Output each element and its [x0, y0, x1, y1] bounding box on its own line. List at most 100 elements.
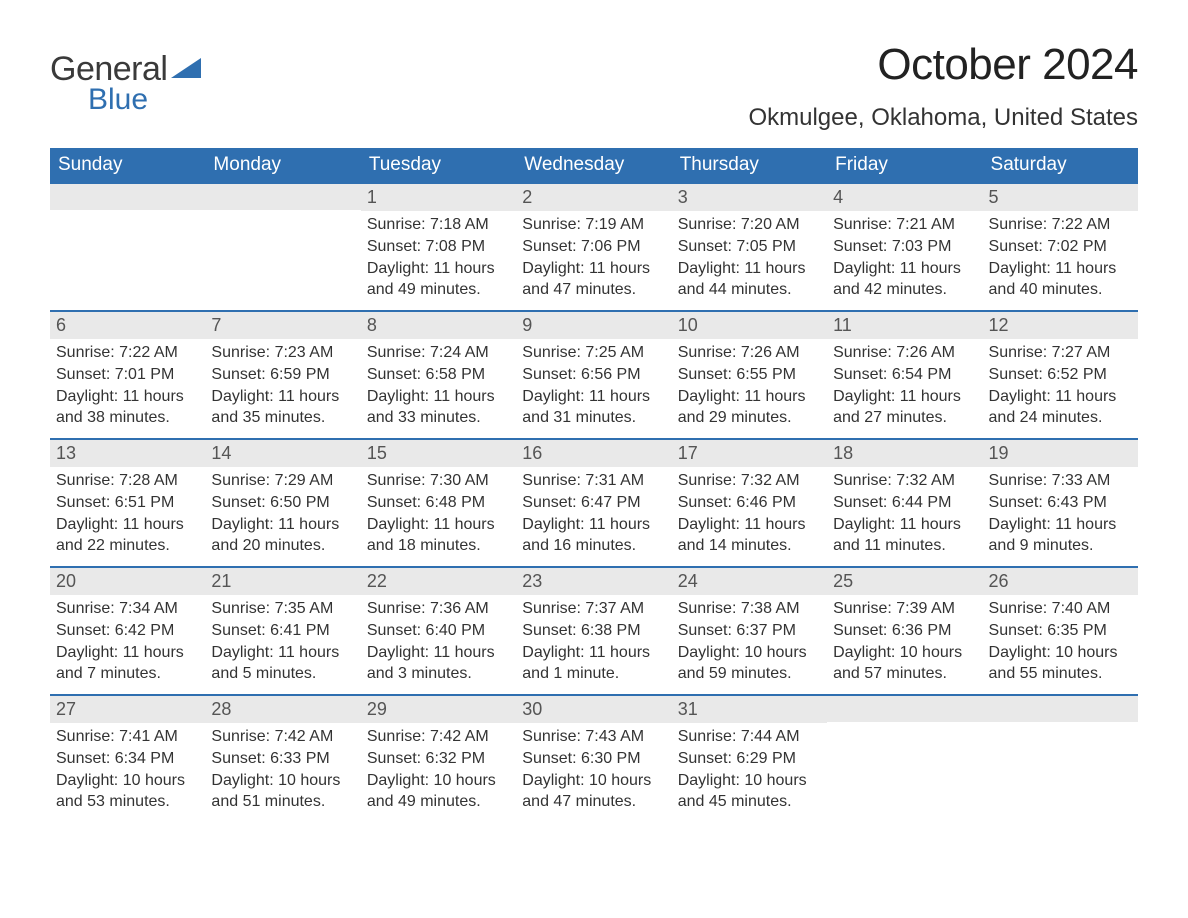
day-details: Sunrise: 7:19 AMSunset: 7:06 PMDaylight:…: [516, 211, 671, 302]
sunrise-line: Sunrise: 7:26 AM: [678, 342, 821, 364]
daylight-line-1: Daylight: 10 hours: [56, 770, 199, 792]
calendar-day-cell: 22Sunrise: 7:36 AMSunset: 6:40 PMDayligh…: [361, 567, 516, 695]
day-number: 15: [361, 440, 516, 467]
sunset-line: Sunset: 6:33 PM: [211, 748, 354, 770]
daylight-line-2: and 35 minutes.: [211, 407, 354, 429]
calendar-day-cell: 25Sunrise: 7:39 AMSunset: 6:36 PMDayligh…: [827, 567, 982, 695]
day-details: Sunrise: 7:42 AMSunset: 6:33 PMDaylight:…: [205, 723, 360, 814]
day-number: 25: [827, 568, 982, 595]
daylight-line-1: Daylight: 11 hours: [522, 386, 665, 408]
sunrise-line: Sunrise: 7:19 AM: [522, 214, 665, 236]
day-details: Sunrise: 7:40 AMSunset: 6:35 PMDaylight:…: [983, 595, 1138, 686]
day-number: 20: [50, 568, 205, 595]
calendar-week-row: 20Sunrise: 7:34 AMSunset: 6:42 PMDayligh…: [50, 567, 1138, 695]
day-number: 27: [50, 696, 205, 723]
day-number: 18: [827, 440, 982, 467]
calendar-day-cell: 27Sunrise: 7:41 AMSunset: 6:34 PMDayligh…: [50, 695, 205, 815]
daylight-line-1: Daylight: 11 hours: [367, 386, 510, 408]
daylight-line-1: Daylight: 11 hours: [678, 514, 821, 536]
empty-day-number-strip: [205, 184, 360, 210]
day-details: Sunrise: 7:26 AMSunset: 6:54 PMDaylight:…: [827, 339, 982, 430]
daylight-line-1: Daylight: 11 hours: [56, 386, 199, 408]
daylight-line-2: and 49 minutes.: [367, 279, 510, 301]
sunrise-line: Sunrise: 7:20 AM: [678, 214, 821, 236]
daylight-line-1: Daylight: 11 hours: [211, 386, 354, 408]
daylight-line-2: and 24 minutes.: [989, 407, 1132, 429]
calendar-day-cell: 20Sunrise: 7:34 AMSunset: 6:42 PMDayligh…: [50, 567, 205, 695]
day-details: Sunrise: 7:18 AMSunset: 7:08 PMDaylight:…: [361, 211, 516, 302]
day-details: Sunrise: 7:28 AMSunset: 6:51 PMDaylight:…: [50, 467, 205, 558]
daylight-line-1: Daylight: 10 hours: [211, 770, 354, 792]
sunrise-line: Sunrise: 7:39 AM: [833, 598, 976, 620]
weekday-header-row: SundayMondayTuesdayWednesdayThursdayFrid…: [50, 148, 1138, 183]
daylight-line-2: and 33 minutes.: [367, 407, 510, 429]
day-details: Sunrise: 7:34 AMSunset: 6:42 PMDaylight:…: [50, 595, 205, 686]
daylight-line-2: and 22 minutes.: [56, 535, 199, 557]
day-number: 7: [205, 312, 360, 339]
sunrise-line: Sunrise: 7:42 AM: [367, 726, 510, 748]
daylight-line-1: Daylight: 10 hours: [522, 770, 665, 792]
sunrise-line: Sunrise: 7:27 AM: [989, 342, 1132, 364]
day-number: 12: [983, 312, 1138, 339]
page-header: General Blue October 2024 Okmulgee, Okla…: [50, 40, 1138, 142]
day-details: Sunrise: 7:37 AMSunset: 6:38 PMDaylight:…: [516, 595, 671, 686]
calendar-day-cell: 8Sunrise: 7:24 AMSunset: 6:58 PMDaylight…: [361, 311, 516, 439]
sunset-line: Sunset: 6:32 PM: [367, 748, 510, 770]
sunset-line: Sunset: 6:38 PM: [522, 620, 665, 642]
day-number: 28: [205, 696, 360, 723]
sunset-line: Sunset: 6:56 PM: [522, 364, 665, 386]
location-line: Okmulgee, Oklahoma, United States: [748, 104, 1138, 132]
calendar-day-cell: 31Sunrise: 7:44 AMSunset: 6:29 PMDayligh…: [672, 695, 827, 815]
daylight-line-2: and 7 minutes.: [56, 663, 199, 685]
sunset-line: Sunset: 6:48 PM: [367, 492, 510, 514]
sunrise-line: Sunrise: 7:18 AM: [367, 214, 510, 236]
day-details: Sunrise: 7:36 AMSunset: 6:40 PMDaylight:…: [361, 595, 516, 686]
daylight-line-1: Daylight: 11 hours: [989, 514, 1132, 536]
calendar-day-cell: 3Sunrise: 7:20 AMSunset: 7:05 PMDaylight…: [672, 183, 827, 311]
daylight-line-1: Daylight: 11 hours: [833, 514, 976, 536]
daylight-line-1: Daylight: 11 hours: [989, 258, 1132, 280]
day-details: Sunrise: 7:39 AMSunset: 6:36 PMDaylight:…: [827, 595, 982, 686]
daylight-line-1: Daylight: 11 hours: [211, 514, 354, 536]
calendar-day-cell: 30Sunrise: 7:43 AMSunset: 6:30 PMDayligh…: [516, 695, 671, 815]
calendar-table: SundayMondayTuesdayWednesdayThursdayFrid…: [50, 148, 1138, 815]
day-number: 14: [205, 440, 360, 467]
calendar-week-row: 27Sunrise: 7:41 AMSunset: 6:34 PMDayligh…: [50, 695, 1138, 815]
sunrise-line: Sunrise: 7:31 AM: [522, 470, 665, 492]
day-number: 5: [983, 184, 1138, 211]
day-number: 30: [516, 696, 671, 723]
daylight-line-1: Daylight: 11 hours: [833, 258, 976, 280]
sunset-line: Sunset: 6:36 PM: [833, 620, 976, 642]
daylight-line-2: and 55 minutes.: [989, 663, 1132, 685]
sunset-line: Sunset: 6:42 PM: [56, 620, 199, 642]
day-number: 22: [361, 568, 516, 595]
calendar-day-cell: 17Sunrise: 7:32 AMSunset: 6:46 PMDayligh…: [672, 439, 827, 567]
sunrise-line: Sunrise: 7:34 AM: [56, 598, 199, 620]
calendar-day-cell: 6Sunrise: 7:22 AMSunset: 7:01 PMDaylight…: [50, 311, 205, 439]
day-number: 3: [672, 184, 827, 211]
calendar-day-cell: 16Sunrise: 7:31 AMSunset: 6:47 PMDayligh…: [516, 439, 671, 567]
sunrise-line: Sunrise: 7:41 AM: [56, 726, 199, 748]
weekday-header: Sunday: [50, 148, 205, 183]
calendar-empty-cell: [205, 183, 360, 311]
sunrise-line: Sunrise: 7:38 AM: [678, 598, 821, 620]
daylight-line-1: Daylight: 11 hours: [522, 258, 665, 280]
sunrise-line: Sunrise: 7:44 AM: [678, 726, 821, 748]
sunset-line: Sunset: 6:50 PM: [211, 492, 354, 514]
daylight-line-2: and 29 minutes.: [678, 407, 821, 429]
daylight-line-2: and 3 minutes.: [367, 663, 510, 685]
title-block: October 2024 Okmulgee, Oklahoma, United …: [748, 40, 1138, 142]
calendar-empty-cell: [827, 695, 982, 815]
sunrise-line: Sunrise: 7:35 AM: [211, 598, 354, 620]
weekday-header: Saturday: [983, 148, 1138, 183]
weekday-header: Thursday: [672, 148, 827, 183]
sunrise-line: Sunrise: 7:25 AM: [522, 342, 665, 364]
daylight-line-1: Daylight: 11 hours: [678, 258, 821, 280]
day-number: 2: [516, 184, 671, 211]
day-details: Sunrise: 7:23 AMSunset: 6:59 PMDaylight:…: [205, 339, 360, 430]
calendar-week-row: 1Sunrise: 7:18 AMSunset: 7:08 PMDaylight…: [50, 183, 1138, 311]
calendar-day-cell: 2Sunrise: 7:19 AMSunset: 7:06 PMDaylight…: [516, 183, 671, 311]
sunset-line: Sunset: 6:46 PM: [678, 492, 821, 514]
sunset-line: Sunset: 6:51 PM: [56, 492, 199, 514]
calendar-day-cell: 18Sunrise: 7:32 AMSunset: 6:44 PMDayligh…: [827, 439, 982, 567]
